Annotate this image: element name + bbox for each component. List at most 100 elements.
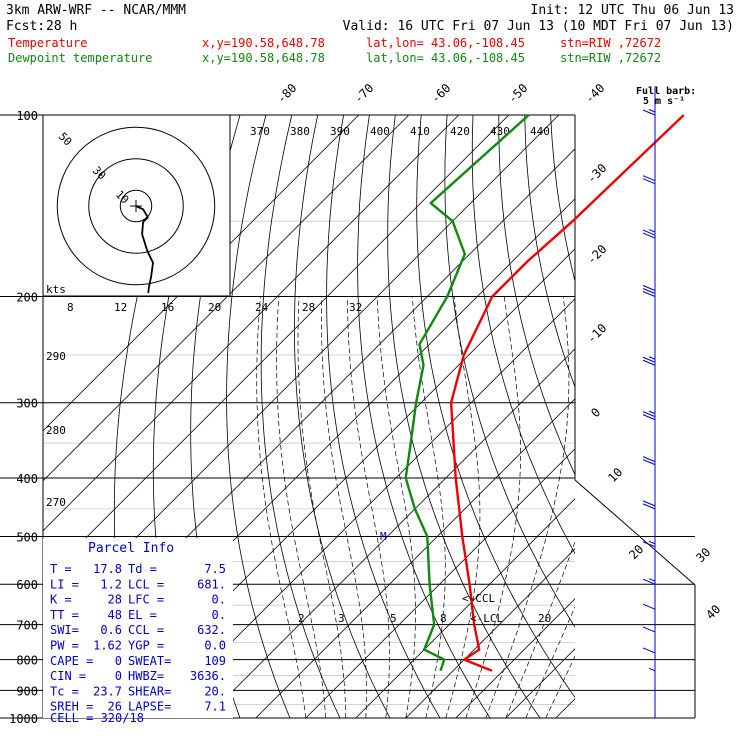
dry-adiabat-260 [226, 115, 291, 718]
dry-adiabat-300 [357, 115, 491, 718]
parcel-value-left-3: 48 [108, 608, 122, 622]
isotherm--20 [255, 398, 575, 718]
moist-adiabat-34 [525, 605, 575, 718]
wind-barb-flag [642, 175, 656, 182]
legend-dewpoint-latlon: lat,lon= 43.06,-108.45 [366, 51, 525, 65]
parcel-value-right-0: 7.5 [204, 562, 226, 576]
dry-adiabat-340 [471, 115, 575, 555]
theta-label-270: 270 [46, 496, 66, 509]
parcel-value-right-4: 632. [197, 623, 226, 637]
moist-adiabat-30 [505, 540, 575, 718]
parcel-value-right-2: 0. [212, 593, 226, 607]
isotherm--10 [305, 448, 575, 718]
wind-barb-flag [642, 626, 656, 633]
wind-barb-flag [642, 578, 656, 585]
isotherm--40 [155, 298, 575, 718]
isotherm-label-right--20: -20 [584, 242, 609, 267]
moist-adiabat--6 [276, 296, 327, 718]
isotherm--30 [205, 348, 575, 718]
dry-adiabat-350 [498, 115, 575, 476]
parcel-key-left-0: T = [50, 562, 72, 576]
parcel-key-right-8: SHEAR= [128, 684, 171, 698]
parcel-value-left-9: 26 [108, 700, 122, 714]
theta-e-label-420: 420 [450, 125, 470, 138]
moist-adiabat-6 [347, 296, 390, 718]
legend-temperature-latlon: lat,lon= 43.06,-108.45 [366, 36, 525, 50]
parcel-info-box [43, 538, 233, 718]
speed-tick-label-28: 28 [302, 301, 315, 314]
isotherm-label-top--40: -40 [582, 81, 607, 106]
isotherm--120 [43, 115, 360, 432]
wind-barb-flag [642, 541, 656, 548]
hodograph-trace [135, 205, 154, 293]
parcel-value-right-6: 109 [204, 654, 226, 668]
model-title: 3km ARW-WRF -- NCAR/MMM [6, 3, 186, 18]
moist-adiabat--10 [256, 296, 307, 718]
wind-barb-flag [642, 503, 656, 510]
legend-dewpoint-label: Dewpoint temperature [8, 51, 153, 65]
parcel-value-left-6: 0 [115, 654, 122, 668]
isotherm-20 [455, 598, 575, 718]
pressure-label-800: 800 [16, 654, 38, 668]
isotherm--90 [43, 115, 510, 582]
parcel-key-right-3: EL = [128, 608, 157, 622]
wind-barb-flag [642, 459, 656, 466]
parcel-info-table: T = 17.8 Td = 7.5 LI = 1.2 LCL = 681. K = 28 LFC =… [50, 562, 226, 714]
theta-label-290: 290 [46, 350, 66, 363]
mixing-label-3: 3 [338, 612, 345, 625]
pressure-label-400: 400 [16, 472, 38, 486]
moist-adiabat-lines [256, 296, 575, 718]
parcel-value-left-4: 0.6 [100, 623, 122, 637]
isotherm-label-top--70: -70 [351, 81, 376, 106]
parcel-value-left-0: 17.8 [93, 562, 122, 576]
temperature-trace [449, 114, 685, 672]
theta-e-label-430: 430 [490, 125, 510, 138]
forecast-label: Fcst: [6, 19, 45, 34]
wind-barb-flag [642, 229, 656, 236]
speed-tick-label-12: 12 [114, 301, 127, 314]
legend-dewpoint-station: stn=RIW ,72672 [560, 51, 661, 65]
parcel-value-right-7: 3636. [190, 669, 226, 683]
dry-adiabat-310 [387, 115, 541, 718]
parcel-value-left-8: 23.7 [93, 684, 122, 698]
moist-adiabat-10 [376, 296, 416, 718]
parcel-value-right-9: 7.1 [204, 700, 226, 714]
speed-tick-label-32: 32 [349, 301, 362, 314]
isotherm-label-right-30: 30 [693, 545, 713, 565]
speed-tick-label-24: 24 [255, 301, 269, 314]
theta-e-label-410: 410 [410, 125, 430, 138]
parcel-key-right-7: HWBZ= [128, 669, 164, 683]
dry-adiabat-430 [706, 115, 740, 718]
moist-adiabat-22 [465, 296, 521, 718]
isotherm-label-right-10: 10 [605, 465, 625, 485]
mixing-label-2: 2 [298, 612, 305, 625]
speed-tick-label-8: 8 [67, 301, 74, 314]
speed-tick-label-20: 20 [208, 301, 221, 314]
parcel-key-right-0: Td = [128, 562, 157, 576]
parcel-key-left-4: SWI= [50, 623, 79, 637]
isotherm-50 [606, 115, 740, 718]
hodograph-ring-30 [88, 158, 184, 254]
parcel-key-left-6: CAPE = [50, 654, 93, 668]
pressure-label-900: 900 [16, 684, 38, 698]
moist-adiabat-38 [545, 655, 575, 718]
pressure-label-100: 100 [16, 109, 38, 123]
wind-barb-flag [642, 232, 656, 239]
hodograph [56, 126, 216, 293]
wind-barb-half [648, 410, 656, 415]
dry-adiabat-270 [260, 115, 341, 718]
isotherm-label-right--30: -30 [584, 161, 609, 186]
wind-barb-flag [642, 356, 656, 363]
wind-barb-flag [642, 291, 656, 297]
speed-tick-labels: 8 12 16 20 24 28 32 [67, 301, 362, 314]
legend-temperature-xy: x,y=190.58,648.78 [202, 36, 325, 50]
dry-adiabat-440 [732, 115, 740, 718]
parcel-value-right-1: 681. [197, 577, 226, 591]
parcel-key-left-2: K = [50, 593, 72, 607]
wind-barb-half [648, 578, 656, 582]
isotherm-60 [656, 115, 740, 718]
parcel-key-left-1: LI = [50, 577, 79, 591]
forecast-hours: 28 h [46, 19, 77, 34]
isotherm-label-right-20: 20 [626, 542, 646, 562]
